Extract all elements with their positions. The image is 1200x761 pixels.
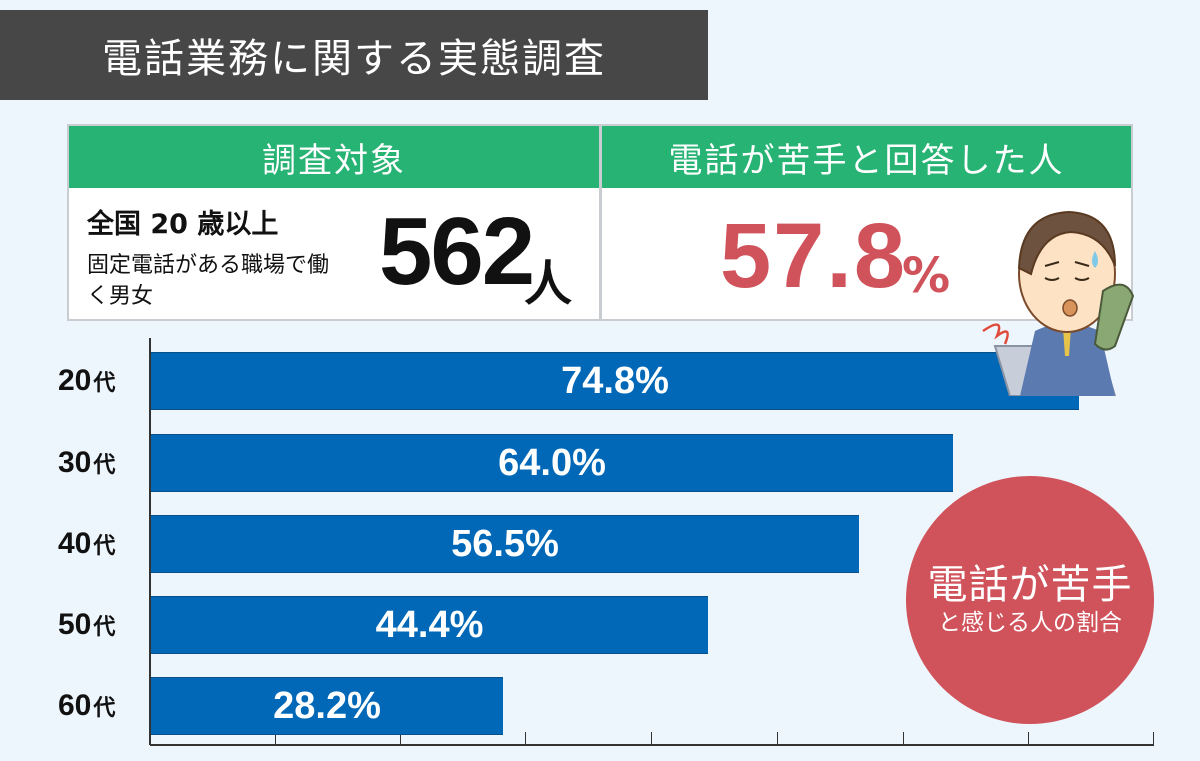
target-description-line1: 全国 20 歳以上 bbox=[87, 209, 279, 240]
target-cell: 全国 20 歳以上 固定電話がある職場で働く男女 562 人 bbox=[69, 188, 602, 319]
x-tick bbox=[777, 732, 778, 745]
overall-ratio-unit: % bbox=[902, 248, 951, 304]
bar-60s: 28.2% bbox=[151, 677, 503, 735]
badge-line2: と感じる人の割合 bbox=[938, 610, 1122, 637]
bar-20s: 74.8% bbox=[151, 352, 1079, 410]
worried-businessman-on-phone-illustration bbox=[982, 210, 1135, 396]
x-tick bbox=[525, 732, 526, 745]
sample-count: 562 bbox=[379, 198, 535, 305]
x-axis bbox=[150, 744, 1154, 746]
bar-30s: 64.0% bbox=[151, 434, 953, 492]
category-label: 50 代 bbox=[58, 608, 116, 641]
sample-count-unit: 人 bbox=[524, 256, 573, 312]
category-label: 30 代 bbox=[58, 446, 116, 479]
y-axis bbox=[149, 338, 151, 745]
x-tick bbox=[651, 732, 652, 745]
overall-ratio-value: 57.8 bbox=[720, 205, 908, 307]
summary-table: 調査対象 電話が苦手と回答した人 全国 20 歳以上 固定電話がある職場で働く男… bbox=[67, 124, 1133, 321]
ratio-cell: 57.8 % bbox=[602, 188, 1131, 319]
badge-line1: 電話が苦手 bbox=[927, 562, 1133, 609]
category-label: 60 代 bbox=[58, 689, 116, 722]
category-label: 40 代 bbox=[58, 527, 116, 560]
x-tick bbox=[400, 732, 401, 745]
page-title: 電話業務に関する実態調査 bbox=[0, 10, 708, 100]
x-tick bbox=[903, 732, 904, 745]
x-tick bbox=[1028, 732, 1029, 745]
chart-caption-badge: 電話が苦手 と感じる人の割合 bbox=[906, 476, 1154, 724]
ratio-heading: 電話が苦手と回答した人 bbox=[602, 126, 1131, 188]
target-heading: 調査対象 bbox=[69, 126, 602, 188]
bar-chart: 20 代 74.8% 30 代 64.0% 40 代 56.5% 50 代 44.4% … bbox=[0, 330, 1200, 761]
x-tick bbox=[1153, 732, 1154, 745]
bar-50s: 44.4% bbox=[151, 596, 708, 654]
bar-40s: 56.5% bbox=[151, 515, 859, 573]
category-label: 20 代 bbox=[58, 364, 116, 397]
x-tick bbox=[275, 732, 276, 745]
target-description-line2: 固定電話がある職場で働く男女 bbox=[87, 253, 330, 309]
